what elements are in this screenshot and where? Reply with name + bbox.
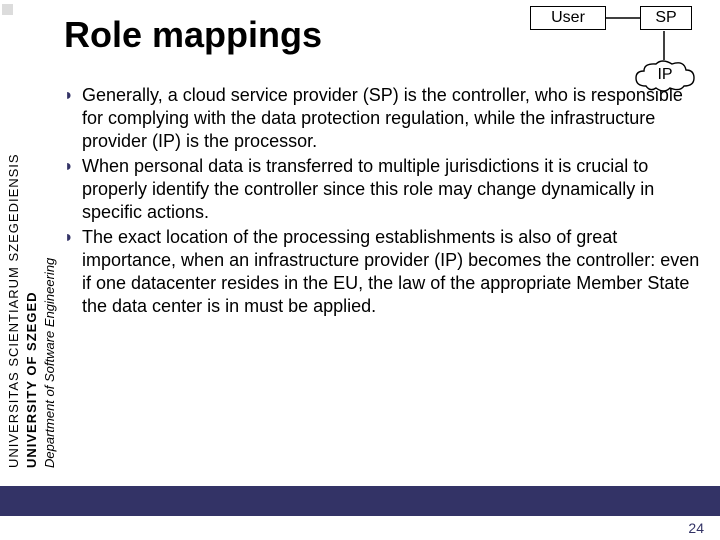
diagram-label-user: User xyxy=(551,9,585,26)
bullet-text: The exact location of the processing est… xyxy=(82,226,702,318)
bullet-list: ◗ Generally, a cloud service provider (S… xyxy=(64,84,702,318)
diagram-box-user: User xyxy=(530,6,606,30)
footer-bar xyxy=(0,486,720,516)
bullet-marker: ◗ xyxy=(64,226,82,318)
page-number: 24 xyxy=(688,520,704,536)
bullet-text: When personal data is transferred to mul… xyxy=(82,155,702,224)
sidebar-text-department: Department of Software Engineering xyxy=(42,258,57,468)
slide: UNIVERSITAS SCIENTIARUM SZEGEDIENSIS UNI… xyxy=(0,0,720,540)
role-diagram: User SP IP xyxy=(522,6,702,104)
diagram-cloud-ip: IP xyxy=(634,60,696,94)
bullet-item: ◗ When personal data is transferred to m… xyxy=(64,155,702,224)
diagram-label-ip: IP xyxy=(634,66,696,84)
sidebar: UNIVERSITAS SCIENTIARUM SZEGEDIENSIS UNI… xyxy=(0,0,60,475)
bullet-marker: ◗ xyxy=(64,155,82,224)
diagram-label-sp: SP xyxy=(655,9,676,26)
diagram-box-sp: SP xyxy=(640,6,692,30)
bullet-item: ◗ The exact location of the processing e… xyxy=(64,226,702,318)
sidebar-text-latin: UNIVERSITAS SCIENTIARUM SZEGEDIENSIS xyxy=(6,153,21,468)
bullet-marker: ◗ xyxy=(64,84,82,153)
sidebar-text-university: UNIVERSITY OF SZEGED xyxy=(24,291,39,468)
decorative-square xyxy=(2,4,13,15)
